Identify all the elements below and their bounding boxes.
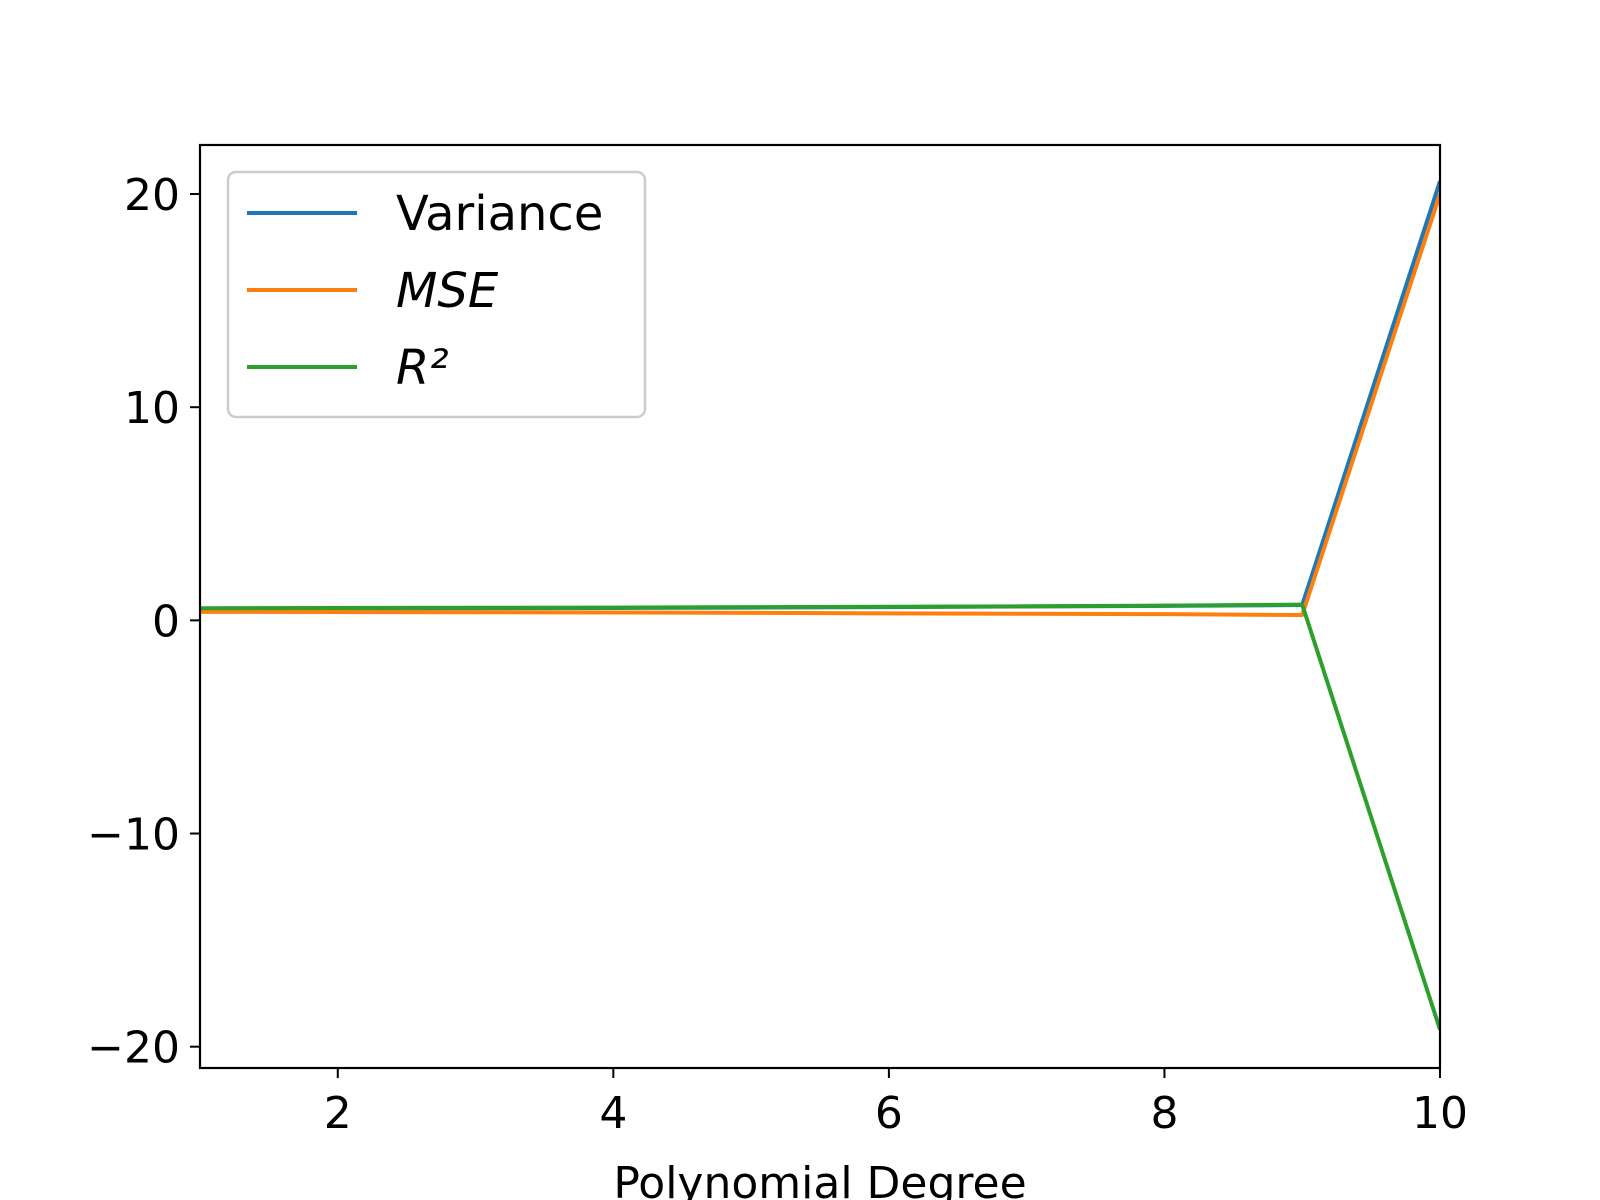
legend: Variance MSE R²	[226, 170, 647, 419]
x-tick-label: 6	[875, 1088, 903, 1139]
x-tick-label: 2	[324, 1088, 352, 1139]
x-axis: 2 4 6 8 10	[324, 1068, 1468, 1139]
y-axis: −20 −10 0 10 20	[87, 170, 200, 1074]
x-tick-label: 10	[1412, 1088, 1468, 1139]
x-axis-label: Polynomial Degree	[613, 1158, 1026, 1200]
legend-label: MSE	[396, 263, 499, 319]
y-tick-label: −10	[87, 810, 180, 861]
legend-label: R²	[396, 340, 449, 396]
x-tick-label: 8	[1150, 1088, 1178, 1139]
y-tick-label: −20	[87, 1023, 180, 1074]
legend-box	[226, 170, 647, 419]
plot-frame	[198, 143, 1442, 1070]
series-line-3	[200, 602, 1440, 1031]
x-tick-label: 4	[599, 1088, 627, 1139]
series-line-2	[200, 193, 1440, 618]
legend-label: Variance	[396, 186, 603, 242]
plot-area	[200, 180, 1440, 1031]
y-tick-label: 20	[124, 170, 180, 221]
y-tick-label: 0	[152, 596, 180, 647]
y-tick-label: 10	[124, 383, 180, 434]
